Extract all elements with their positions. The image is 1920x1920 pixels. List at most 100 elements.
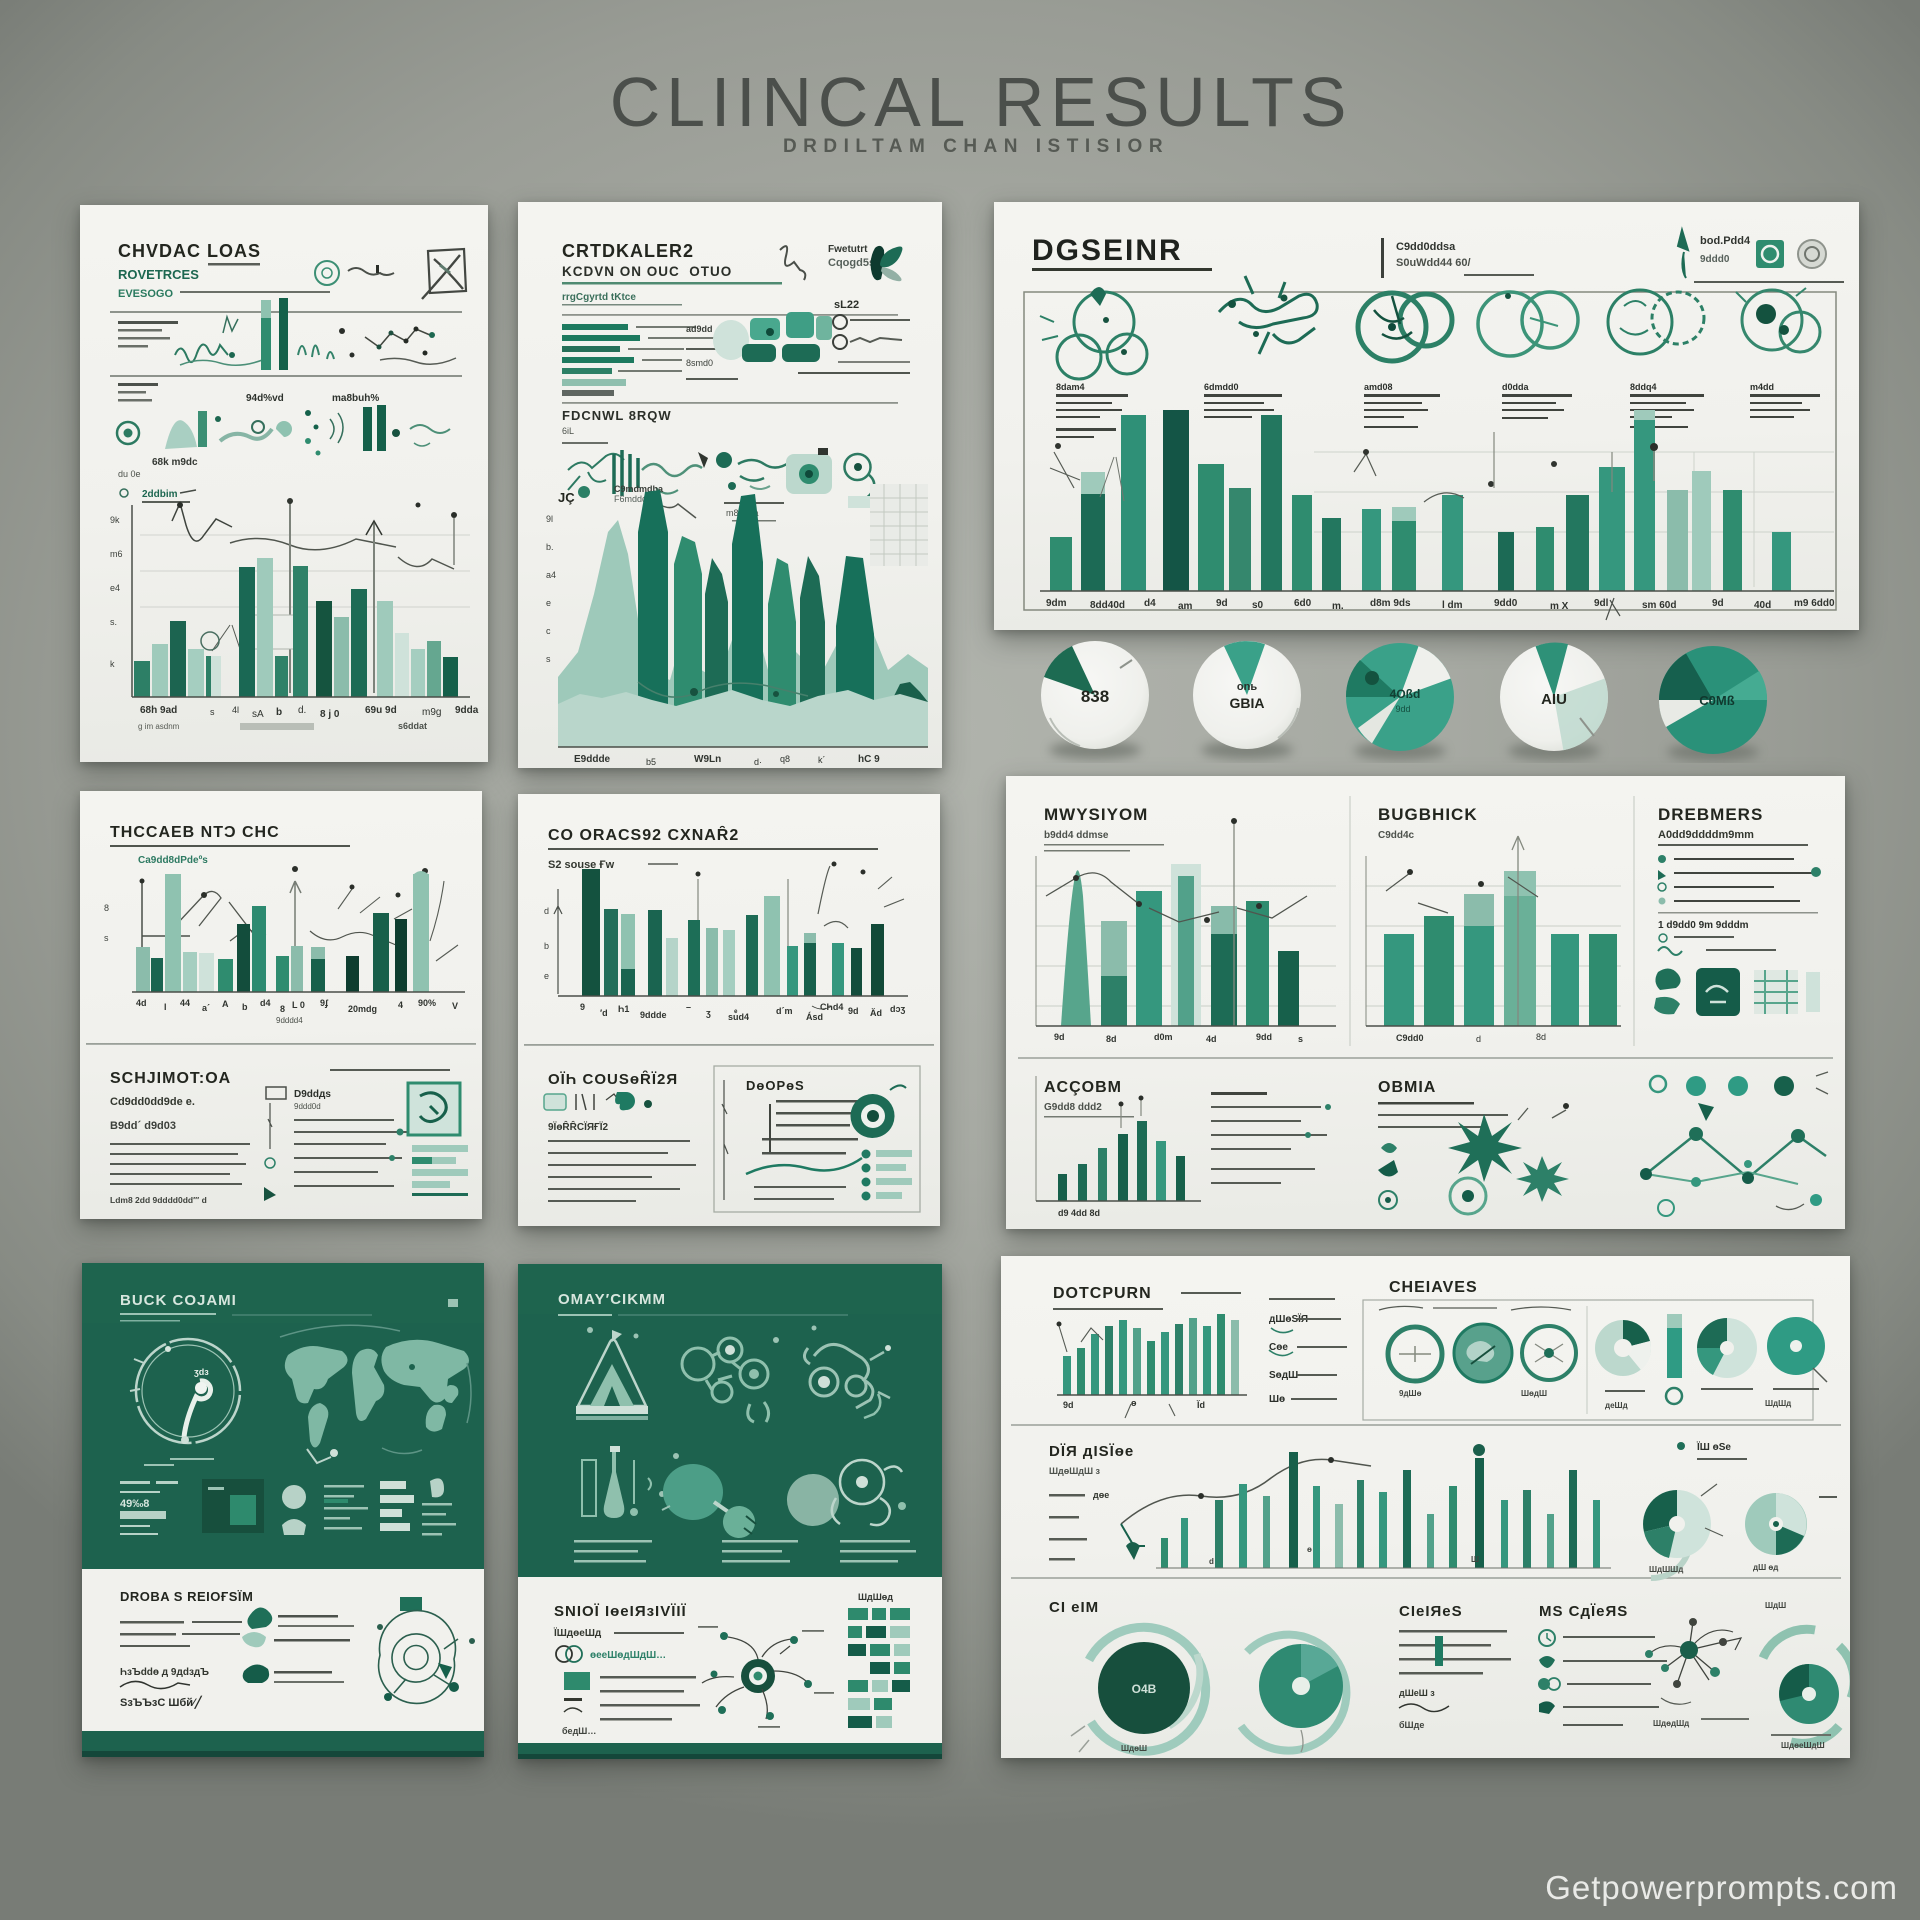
svg-text:DЇЯ дІЅЇөе: DЇЯ дІЅЇөе xyxy=(1049,1443,1134,1460)
svg-text:1 d9dd0 9m 9dddm: 1 d9dd0 9m 9dddm xyxy=(1658,920,1749,931)
svg-text:ЅөдШ: ЅөдШ xyxy=(1269,1370,1298,1381)
svg-text:AIU: AIU xyxy=(1541,691,1567,708)
svg-text:d: d xyxy=(1476,1034,1481,1044)
svg-text:b9dd4 ddmse: b9dd4 ddmse xyxy=(1044,830,1109,841)
svg-text:m6: m6 xyxy=(110,549,123,559)
svg-text:s6ddat: s6ddat xyxy=(398,721,427,731)
svg-text:rrgCgyrtd tKtce: rrgCgyrtd tKtce xyxy=(562,292,636,303)
svg-text:g im asdnm: g im asdnm xyxy=(138,722,180,731)
svg-text:Шө: Шө xyxy=(1269,1394,1285,1405)
svg-text:d4: d4 xyxy=(1144,598,1156,609)
svg-text:d9 4dd 8d: d9 4dd 8d xyxy=(1058,1208,1100,1218)
svg-text:DREBMERS: DREBMERS xyxy=(1658,805,1763,824)
svg-text:Ldm8 2dd 9dddd0dd′′′ d: Ldm8 2dd 9dddd0dd′′′ d xyxy=(110,1195,207,1205)
svg-text:OBMIA: OBMIA xyxy=(1378,1079,1436,1096)
svg-text:sm 60d: sm 60d xyxy=(1642,600,1676,611)
svg-text:ma8buh%: ma8buh% xyxy=(332,393,379,404)
svg-text:G9dd8 ddd2: G9dd8 ddd2 xyxy=(1044,1102,1102,1113)
svg-text:9ddd0: 9ddd0 xyxy=(1700,254,1730,265)
svg-text:Ásd: Ásd xyxy=(806,1012,823,1022)
svg-text:b.: b. xyxy=(546,542,554,552)
svg-text:8: 8 xyxy=(280,1004,285,1014)
svg-text:9ЇөȒȒCЇЯҒЇ2: 9ЇөȒȒCЇЯҒЇ2 xyxy=(548,1120,608,1133)
svg-text:ҺзЪddө д 9дdздЪ: ҺзЪddө д 9дdздЪ xyxy=(120,1667,209,1678)
svg-text:49‰8: 49‰8 xyxy=(120,1498,149,1510)
svg-text:suͤd4: suͤd4 xyxy=(728,1009,749,1022)
svg-text:өееШөдШдШ…: өееШөдШдШ… xyxy=(590,1650,666,1661)
svg-text:9dd: 9dd xyxy=(1395,704,1410,714)
svg-text:9ʄ: 9ʄ xyxy=(320,998,329,1008)
svg-text:8ddq4: 8ddq4 xyxy=(1630,382,1657,392)
svg-text:d4: d4 xyxy=(260,998,271,1008)
svg-text:OЇҺ COUЅөȒЇ2Я: OЇҺ COUЅөȒЇ2Я xyxy=(548,1071,678,1088)
svg-text:Ѕ2 souse Ғw: Ѕ2 souse Ғw xyxy=(548,859,615,871)
svg-text:m9g: m9g xyxy=(422,707,441,718)
svg-text:a4: a4 xyxy=(546,570,556,580)
svg-text:B9dd´ d9d03: B9dd´ d9d03 xyxy=(110,1120,176,1132)
svg-text:ө: ө xyxy=(1131,1398,1137,1408)
svg-text:9dda: 9dda xyxy=(455,705,479,716)
svg-text:bod.Pdd4: bod.Pdd4 xyxy=(1700,235,1751,247)
svg-text:2ddbim: 2ddbim xyxy=(142,489,178,500)
svg-text:Cd9dd0dd9de e.: Cd9dd0dd9de e. xyxy=(110,1096,195,1108)
svg-text:s: s xyxy=(210,707,215,717)
svg-text:деШд: деШд xyxy=(1605,1401,1628,1410)
svg-text:CІеІЯеS: CІеІЯеS xyxy=(1399,1603,1463,1620)
svg-text:BUCK COJAMI: BUCK COJAMI xyxy=(120,1292,237,1309)
svg-text:DGSEINR: DGSEINR xyxy=(1032,234,1183,267)
svg-text:6dmdd0: 6dmdd0 xyxy=(1204,382,1239,392)
svg-text:CҺd4: CҺd4 xyxy=(820,1002,843,1012)
svg-text:9dm: 9dm xyxy=(1046,598,1067,609)
svg-text:ЇШдөеШд: ЇШдөеШд xyxy=(553,1626,602,1639)
svg-text:–: – xyxy=(686,1002,691,1012)
svg-text:s: s xyxy=(546,654,551,664)
svg-text:Cөе: Cөе xyxy=(1269,1342,1288,1353)
svg-text:8smd0: 8smd0 xyxy=(686,358,713,368)
svg-text:94d%vd: 94d%vd xyxy=(246,393,284,404)
svg-text:ШдөШ: ШдөШ xyxy=(1121,1744,1147,1753)
svg-text:onь: onь xyxy=(1237,681,1257,693)
svg-text:THCCAEB NTϽ CHC: THCCAEB NTϽ CHC xyxy=(110,824,280,841)
svg-text:ROVETRCES: ROVETRCES xyxy=(118,267,199,282)
svg-text:9ddde: 9ddde xyxy=(640,1010,667,1020)
svg-text:9d: 9d xyxy=(1054,1032,1065,1042)
svg-text:9k: 9k xyxy=(110,515,120,525)
svg-text:4: 4 xyxy=(398,1000,403,1010)
svg-text:DROBA Ѕ REІOҒЅЇM: DROBA Ѕ REІOҒЅЇM xyxy=(120,1589,253,1604)
svg-text:MЅ CдЇеЯЅ: MЅ CдЇеЯЅ xyxy=(1539,1603,1628,1620)
svg-text:s.: s. xyxy=(110,617,117,627)
svg-text:9дШө: 9дШө xyxy=(1399,1389,1422,1398)
svg-text:d8m 9ds: d8m 9ds xyxy=(1370,598,1411,609)
svg-text:l: l xyxy=(164,1002,167,1012)
svg-text:CO ORACЅ92 CXNAȒ2: CO ORACЅ92 CXNAȒ2 xyxy=(548,825,739,844)
svg-text:d: d xyxy=(1209,1557,1214,1566)
svg-text:C9dd4c: C9dd4c xyxy=(1378,830,1415,841)
svg-text:GBIA: GBIA xyxy=(1230,695,1265,711)
svg-text:бедШ…: бедШ… xyxy=(562,1726,596,1736)
svg-text:A0dd9ddddm9mm: A0dd9ddddm9mm xyxy=(1658,829,1754,841)
svg-text:d: d xyxy=(544,906,549,916)
svg-text:e: e xyxy=(544,971,549,981)
svg-text:sA: sA xyxy=(252,709,264,720)
svg-text:A: A xyxy=(222,999,229,1009)
svg-text:8d: 8d xyxy=(1106,1034,1117,1044)
svg-text:dɔʒ: dɔʒ xyxy=(890,1004,906,1014)
svg-text:e4: e4 xyxy=(110,583,120,593)
svg-text:O4B: O4B xyxy=(1132,1682,1157,1696)
svg-text:9l: 9l xyxy=(546,514,553,524)
svg-text:9d: 9d xyxy=(1216,598,1228,609)
svg-text:дШ өд: дШ өд xyxy=(1753,1563,1778,1572)
svg-text:44: 44 xyxy=(180,998,190,1008)
svg-text:Їd: Їd xyxy=(1196,1400,1205,1410)
svg-text:68k m9dc: 68k m9dc xyxy=(152,457,198,468)
svg-text:m9 6dd0: m9 6dd0 xyxy=(1794,598,1835,609)
svg-text:amd08: amd08 xyxy=(1364,382,1393,392)
svg-text:Һ1: Һ1 xyxy=(618,1004,629,1014)
svg-text:m X: m X xyxy=(1550,601,1569,612)
svg-text:DөOPөЅ: DөOPөЅ xyxy=(746,1078,805,1093)
svg-text:8dam4: 8dam4 xyxy=(1056,382,1085,392)
svg-text:a´: a´ xyxy=(202,1003,210,1013)
svg-text:d´m: d´m xyxy=(776,1006,793,1016)
svg-text:d0dda: d0dda xyxy=(1502,382,1529,392)
svg-text:d.: d. xyxy=(298,705,306,716)
